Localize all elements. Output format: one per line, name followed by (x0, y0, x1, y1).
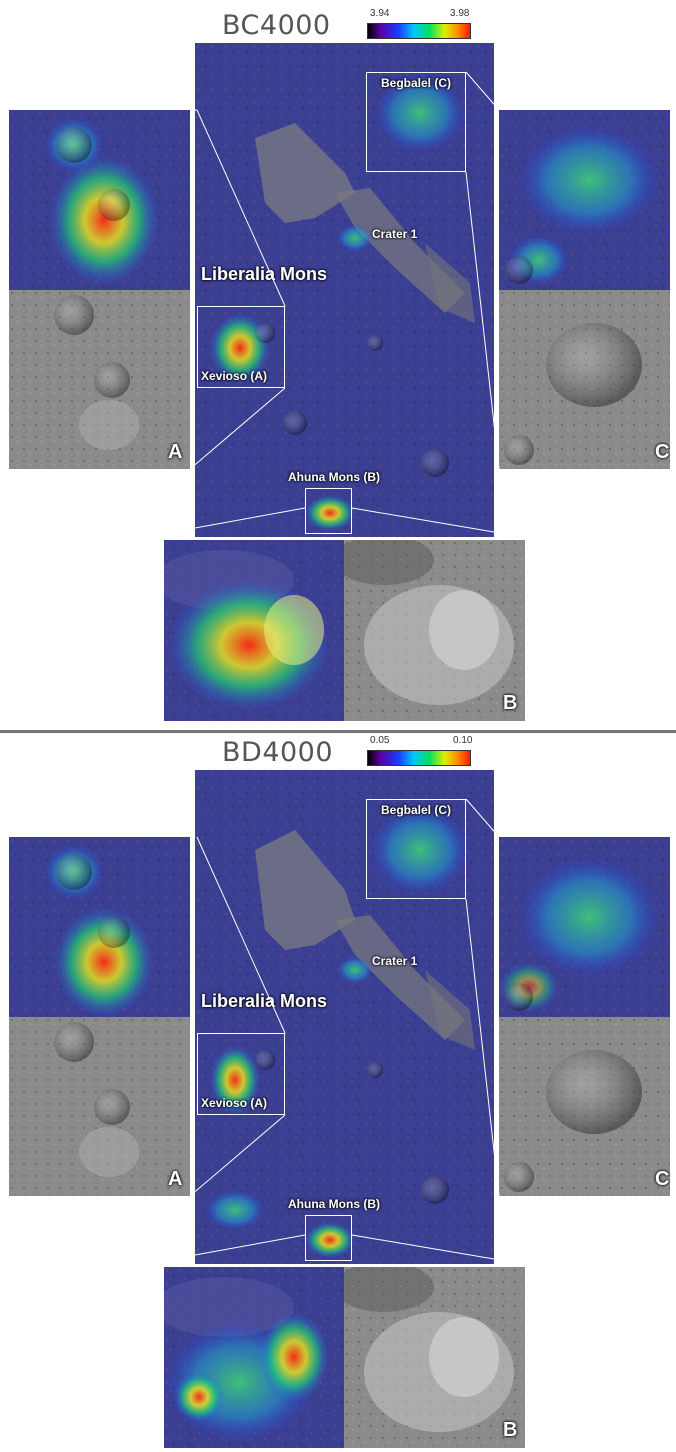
inset-b-map (164, 540, 344, 721)
crater1-label: Crater 1 (372, 954, 418, 968)
inset-c-map (499, 110, 670, 290)
bd4000-panel: BD4000 0.05 0.10 Begbalel (C) Crater 1 L… (0, 727, 676, 1452)
xevioso-box (197, 1033, 285, 1115)
inset-b-letter: B (503, 692, 518, 714)
xevioso-box (197, 306, 285, 388)
color-scale-bar (367, 750, 471, 766)
begbalel-box (366, 72, 466, 172)
scale-max-label: 3.98 (450, 8, 470, 19)
crater1-label: Crater 1 (372, 227, 418, 241)
inset-a-letter: A (168, 1168, 183, 1190)
inset-c-grey (499, 1017, 670, 1196)
inset-b-map (164, 1267, 344, 1448)
begbalel-box (366, 799, 466, 899)
ahuna-box (305, 1215, 352, 1261)
inset-a-map (9, 110, 190, 290)
liberalia-label: Liberalia Mons (201, 991, 328, 1011)
inset-c-letter: C (655, 1168, 670, 1190)
xevioso-label: Xevioso (A) (201, 1096, 268, 1110)
color-scale-bar (367, 23, 471, 39)
panel-divider (0, 730, 676, 733)
inset-c-map (499, 837, 670, 1017)
inset-a-grey (9, 1017, 190, 1196)
inset-c-letter: C (655, 441, 670, 463)
inset-b-grey (344, 1267, 525, 1448)
scale-max-label: 0.10 (453, 735, 473, 746)
panel-title: BC4000 (222, 10, 331, 41)
ahuna-box (305, 488, 352, 534)
inset-a-map (9, 837, 190, 1017)
inset-a-grey (9, 290, 190, 469)
panel-title: BD4000 (222, 737, 334, 768)
ahuna-label: Ahuna Mons (B) (288, 470, 380, 484)
liberalia-label: Liberalia Mons (201, 264, 328, 284)
inset-c-grey (499, 290, 670, 469)
ahuna-label: Ahuna Mons (B) (288, 1197, 380, 1211)
xevioso-label: Xevioso (A) (201, 369, 268, 383)
scale-min-label: 3.94 (370, 8, 390, 19)
begbalel-label: Begbalel (C) (381, 803, 452, 817)
scale-min-label: 0.05 (370, 735, 390, 746)
inset-a-letter: A (168, 441, 183, 463)
bc4000-panel: BC4000 3.94 3.98 Begbalel (C) Crater 1 L… (0, 0, 676, 725)
inset-b-letter: B (503, 1419, 518, 1441)
inset-b-grey (344, 540, 525, 721)
begbalel-label: Begbalel (C) (381, 76, 452, 90)
